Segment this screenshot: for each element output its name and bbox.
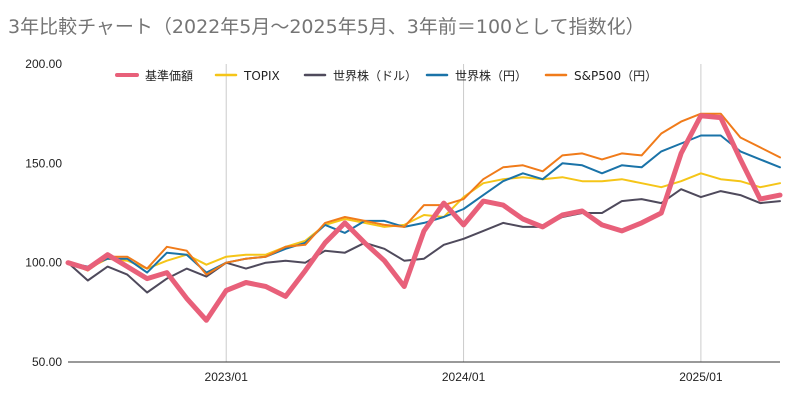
x-tick-label: 2023/01 xyxy=(205,370,249,384)
series-layer xyxy=(65,112,783,323)
legend-label: 基準価額 xyxy=(145,68,193,83)
y-tick-label: 200.00 xyxy=(25,57,62,71)
y-tick-label: 100.00 xyxy=(25,256,62,270)
chart-title: 3年比較チャート（2022年5月～2025年5月、3年前＝100として指数化） xyxy=(8,16,645,38)
series-line-3 xyxy=(67,134,781,274)
x-tick-label: 2024/01 xyxy=(442,370,486,384)
grid-layer xyxy=(225,64,702,362)
y-tick-label: 50.00 xyxy=(32,355,62,369)
x-tick-label: 2025/01 xyxy=(679,370,723,384)
legend-label: S&P500（円） xyxy=(574,69,657,83)
legend-label: TOPIX xyxy=(243,69,280,83)
series-line-2 xyxy=(67,188,781,294)
axis-layer: 2023/01 2024/01 2025/01 200.00 150.00 100.00 5… xyxy=(25,57,780,384)
series-line-4 xyxy=(67,112,781,276)
series-line-0 xyxy=(65,113,783,323)
legend-label: 世界株（ドル） xyxy=(333,68,417,83)
legend: 基準価額 TOPIX 世界株（ドル） 世界株（円） S&P500（円） xyxy=(115,68,657,83)
y-tick-label: 150.00 xyxy=(25,156,62,170)
legend-label: 世界株（円） xyxy=(455,68,527,83)
